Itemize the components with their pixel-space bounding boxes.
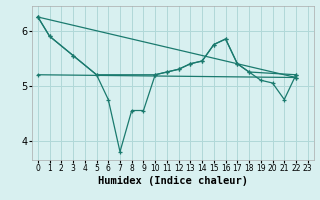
X-axis label: Humidex (Indice chaleur): Humidex (Indice chaleur) <box>98 176 248 186</box>
